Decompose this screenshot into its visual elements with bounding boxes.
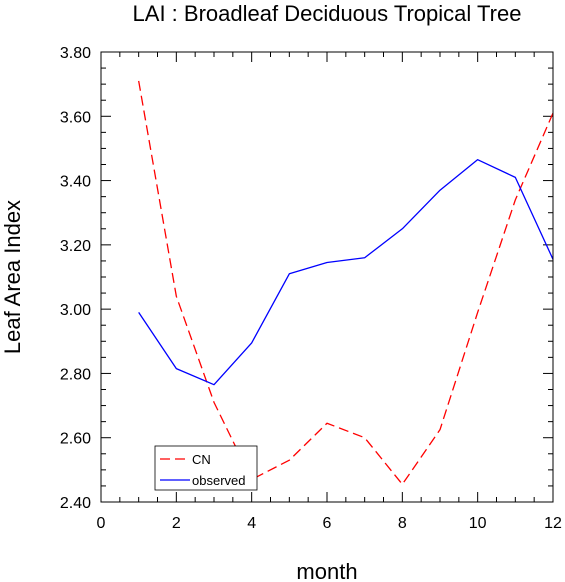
legend-label-cn: CN — [192, 452, 211, 467]
x-tick-label: 12 — [544, 515, 562, 532]
y-tick-label: 2.40 — [60, 495, 91, 512]
y-tick-label: 3.00 — [60, 302, 91, 319]
y-axis-label: Leaf Area Index — [0, 200, 25, 354]
series-line-cn — [138, 80, 554, 485]
y-tick-label: 3.40 — [60, 174, 91, 191]
x-tick-label: 0 — [97, 515, 106, 532]
legend: CN observed — [154, 445, 258, 491]
y-tick-label: 2.60 — [60, 431, 91, 448]
x-tick-label: 2 — [172, 515, 181, 532]
x-tick-label: 4 — [247, 515, 256, 532]
x-axis-label: month — [296, 559, 357, 582]
legend-label-observed: observed — [192, 473, 245, 488]
x-tick-label: 6 — [323, 515, 332, 532]
x-tick-labels: 0 2 4 6 8 10 12 — [97, 515, 562, 532]
x-tick-label: 10 — [469, 515, 487, 532]
plot-frame — [100, 51, 554, 503]
y-tick-label: 3.20 — [60, 238, 91, 255]
legend-box — [154, 445, 258, 491]
minor-ticks — [101, 52, 553, 502]
series-lines — [138, 80, 554, 485]
x-tick-label: 8 — [398, 515, 407, 532]
series-line-observed — [138, 159, 554, 386]
y-tick-label: 3.60 — [60, 109, 91, 126]
chart-title: LAI : Broadleaf Deciduous Tropical Tree — [133, 1, 522, 26]
y-tick-labels: 2.40 2.60 2.80 3.00 3.20 3.40 3.60 3.80 — [60, 45, 91, 512]
major-ticks — [100, 51, 554, 503]
y-tick-label: 3.80 — [60, 45, 91, 62]
y-tick-label: 2.80 — [60, 366, 91, 383]
